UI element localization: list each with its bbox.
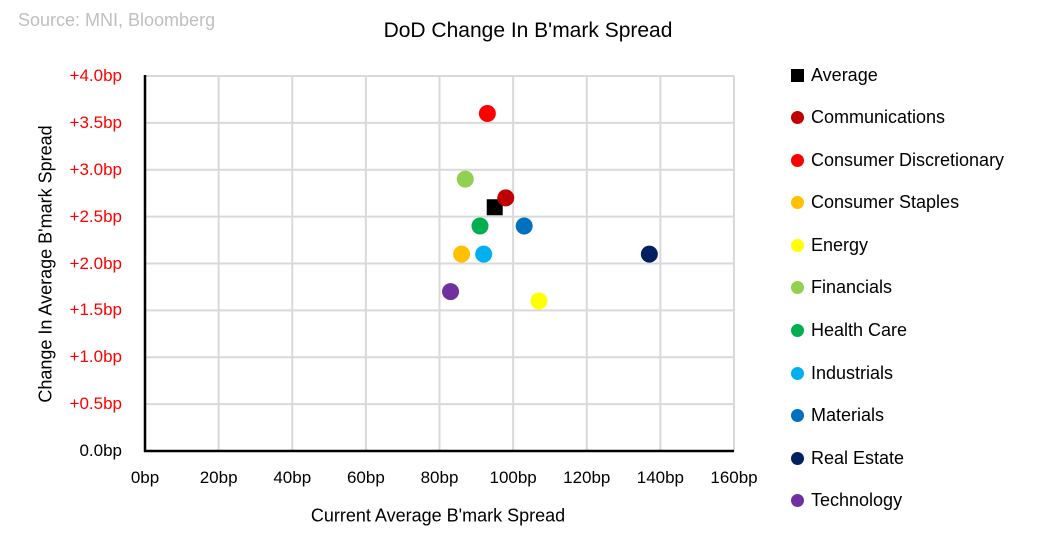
x-tick-label: 40bp	[273, 468, 312, 487]
point-consumer-staples	[453, 245, 471, 263]
legend-circle-marker-icon	[791, 238, 804, 252]
point-financials	[456, 170, 474, 188]
x-tick-label: 60bp	[346, 468, 385, 487]
point-materials	[515, 217, 533, 235]
legend-circle-marker-icon	[791, 409, 804, 423]
legend-label: Materials	[811, 405, 885, 426]
legend-label: Energy	[811, 234, 869, 255]
legend-label: Average	[811, 64, 878, 85]
y-tick-label: 0.0bp	[79, 441, 122, 460]
legend-circle-marker-icon	[791, 196, 804, 210]
legend-circle-marker-icon	[791, 153, 804, 167]
source-note: Source: MNI, Bloomberg	[18, 10, 216, 30]
legend: Average Communications Consumer Discretion…	[791, 62, 1004, 514]
point-communications	[497, 189, 515, 207]
legend-item-consumer-staples: Consumer Staples	[791, 190, 1004, 216]
y-tick-label: +1.0bp	[69, 347, 122, 367]
legend-label: Health Care	[811, 320, 908, 341]
legend-item-real-estate: Real Estate	[791, 445, 1004, 471]
point-industrials	[475, 245, 493, 263]
legend-item-average: Average	[791, 62, 1004, 88]
x-axis-title: Current Average B'mark Spread	[310, 505, 566, 526]
legend-item-industrials: Industrials	[791, 360, 1004, 386]
legend-square-marker-icon	[791, 68, 804, 82]
legend-item-communications: Communications	[791, 105, 1004, 131]
x-tick-label: 120bp	[563, 468, 611, 487]
legend-item-technology: Technology	[791, 488, 1004, 514]
legend-item-energy: Energy	[791, 232, 1004, 258]
point-real-estate	[640, 245, 658, 263]
y-tick-label: +2.0bp	[69, 253, 122, 273]
y-tick-label: +3.0bp	[69, 159, 122, 179]
legend-label: Consumer Staples	[811, 192, 960, 213]
legend-label: Technology	[811, 490, 903, 511]
point-technology	[442, 283, 460, 301]
legend-circle-marker-icon	[791, 366, 804, 380]
legend-circle-marker-icon	[791, 281, 804, 295]
legend-label: Industrials	[811, 362, 894, 383]
point-consumer-discretionary	[478, 105, 496, 122]
x-tick-label: 20bp	[199, 468, 238, 487]
y-tick-label: +1.5bp	[69, 300, 122, 320]
legend-label: Communications	[811, 107, 946, 128]
legend-circle-marker-icon	[791, 451, 804, 465]
x-tick-label: 160bp	[710, 468, 758, 487]
point-health-care	[471, 217, 489, 235]
legend-item-consumer-discretionary: Consumer Discretionary	[791, 147, 1004, 173]
y-tick-label: +0.5bp	[69, 394, 122, 414]
x-tick-label: 140bp	[636, 468, 685, 487]
legend-circle-marker-icon	[791, 111, 804, 125]
y-tick-label: +3.5bp	[69, 112, 122, 132]
point-average	[486, 199, 503, 216]
y-tick-label: +2.5bp	[69, 206, 122, 226]
x-tick-label: 0bp	[130, 468, 160, 487]
legend-item-financials: Financials	[791, 275, 1004, 301]
legend-item-materials: Materials	[791, 403, 1004, 429]
legend-label: Real Estate	[811, 447, 905, 468]
legend-label: Consumer Discretionary	[811, 149, 1005, 170]
legend-circle-marker-icon	[791, 324, 804, 338]
legend-label: Financials	[811, 277, 893, 298]
x-tick-label: 80bp	[420, 468, 459, 487]
legend-circle-marker-icon	[791, 494, 804, 508]
y-tick-label: +4.0bp	[69, 66, 122, 85]
legend-item-health-care: Health Care	[791, 318, 1004, 344]
x-tick-label: 100bp	[489, 468, 537, 487]
chart-title: DoD Change In B'mark Spread	[383, 19, 673, 42]
point-energy	[530, 292, 548, 310]
